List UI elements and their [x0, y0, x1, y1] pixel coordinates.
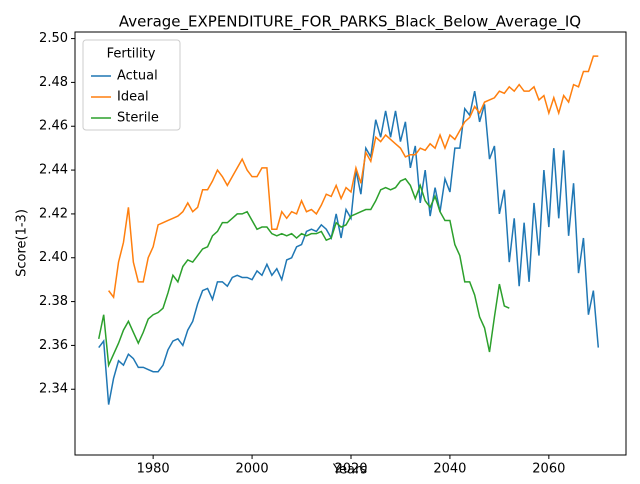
legend-label: Actual	[117, 69, 158, 84]
y-tick-label: 2.40	[39, 250, 68, 265]
x-axis-label: Years	[332, 463, 368, 478]
y-tick-label: 2.34	[39, 382, 68, 397]
line-series	[98, 91, 600, 405]
y-tick-label: 2.38	[39, 294, 68, 309]
y-tick-label: 2.42	[39, 206, 68, 221]
x-tick-label: 2000	[236, 462, 269, 477]
x-tick-label: 1980	[137, 462, 170, 477]
x-tick-label: 2040	[433, 462, 466, 477]
legend-title: Fertility	[107, 47, 156, 62]
y-tick-label: 2.44	[39, 163, 68, 178]
legend-label: Ideal	[117, 90, 149, 105]
y-tick-label: 2.36	[39, 338, 68, 353]
y-axis-label: Score(1-3)	[15, 209, 30, 277]
legend-box	[82, 39, 181, 131]
y-tick-label: 2.48	[39, 75, 68, 90]
legend-label: Sterile	[117, 111, 159, 126]
x-tick-label: 2020	[334, 462, 367, 477]
line-series	[98, 177, 510, 369]
y-tick-label: 2.46	[39, 119, 68, 134]
y-tick-label: 2.50	[39, 31, 68, 46]
x-tick-label: 2060	[532, 462, 565, 477]
chart-title: Average_EXPENDITURE_FOR_PARKS_Black_Belo…	[119, 13, 581, 32]
line-series	[108, 55, 599, 300]
